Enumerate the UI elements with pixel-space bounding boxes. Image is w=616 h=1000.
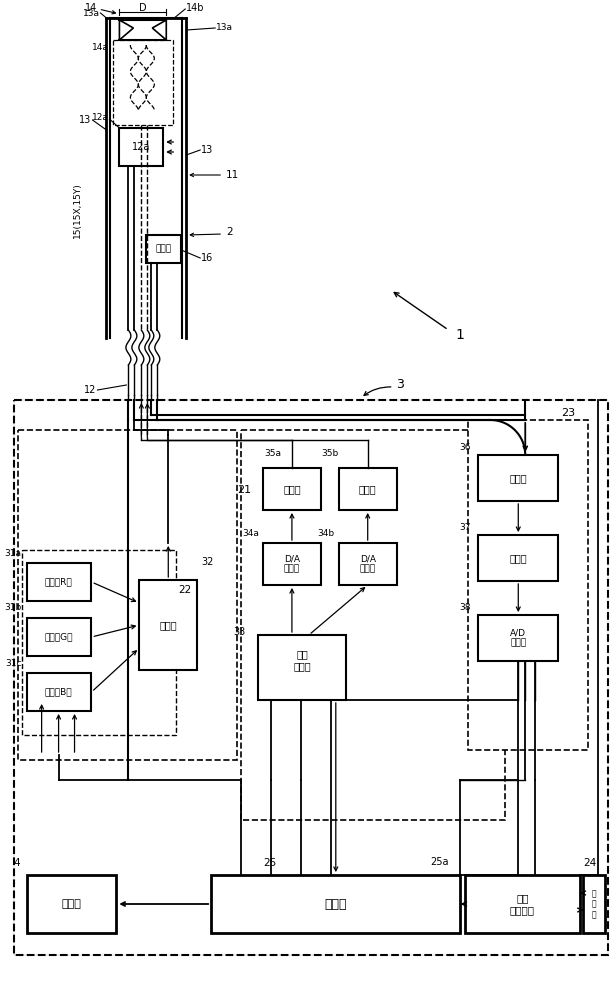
Text: 光源（B）: 光源（B） [45, 688, 73, 696]
Text: 36: 36 [459, 442, 471, 452]
Text: 电流
检测电路: 电流 检测电路 [510, 893, 535, 915]
Text: 35b: 35b [322, 448, 339, 458]
Text: 12a: 12a [92, 113, 108, 122]
Bar [120, 128, 163, 166]
Text: 3: 3 [395, 378, 403, 391]
Bar [14, 400, 608, 955]
Text: 31a: 31a [5, 548, 22, 558]
Text: 35a: 35a [264, 448, 281, 458]
Text: 合波器: 合波器 [160, 620, 177, 630]
Bar [147, 235, 181, 263]
Text: D: D [139, 3, 146, 13]
Bar [466, 875, 580, 933]
Text: 1: 1 [455, 328, 464, 342]
Text: 光源（R）: 光源（R） [45, 578, 73, 586]
Text: 34a: 34a [242, 528, 259, 538]
Bar [468, 420, 588, 750]
Text: 25a: 25a [430, 857, 448, 867]
Text: 24: 24 [583, 858, 596, 868]
Text: 14: 14 [85, 3, 97, 13]
Text: 32: 32 [201, 557, 214, 567]
Text: 光源（G）: 光源（G） [44, 633, 73, 642]
Text: 13a: 13a [83, 8, 99, 17]
Bar [139, 580, 197, 670]
Bar [18, 430, 237, 760]
Text: 存儲器: 存儲器 [155, 244, 171, 253]
Bar [479, 615, 558, 661]
Text: 14b: 14b [186, 3, 205, 13]
Bar [14, 400, 608, 955]
Text: A/D
转换部: A/D 转换部 [510, 628, 526, 648]
Text: 37: 37 [459, 522, 471, 532]
Bar [22, 550, 176, 735]
Bar [258, 635, 346, 700]
Bar [583, 875, 605, 933]
Text: 4: 4 [13, 858, 20, 868]
Text: 放大器: 放大器 [283, 484, 301, 494]
Bar [263, 543, 321, 585]
Text: 分波器: 分波器 [509, 473, 527, 483]
Text: 38: 38 [459, 602, 471, 611]
Polygon shape [152, 20, 166, 40]
Text: 2: 2 [226, 227, 233, 237]
Text: 检测部: 检测部 [509, 553, 527, 563]
Polygon shape [120, 20, 134, 40]
Text: 存
儲
器: 存 儲 器 [592, 889, 596, 919]
Text: 16: 16 [201, 253, 213, 263]
Text: 13: 13 [201, 145, 213, 155]
Text: 控制器: 控制器 [325, 898, 347, 910]
Text: 信号
产生器: 信号 产生器 [293, 649, 310, 671]
Bar [263, 468, 321, 510]
Text: D/A
转换器: D/A 转换器 [284, 554, 300, 574]
Bar [211, 875, 460, 933]
Text: D/A
转换器: D/A 转换器 [360, 554, 376, 574]
Text: 31c: 31c [5, 658, 22, 668]
Bar [26, 563, 92, 601]
Text: 31b: 31b [4, 603, 22, 612]
Text: 放大器: 放大器 [359, 484, 376, 494]
Bar [113, 40, 173, 125]
Text: 11: 11 [226, 170, 240, 180]
Text: 33: 33 [234, 627, 246, 637]
Text: 23: 23 [561, 408, 575, 418]
Text: 34b: 34b [318, 528, 335, 538]
Text: 13a: 13a [216, 23, 233, 32]
Text: 22: 22 [178, 585, 192, 595]
Text: 21: 21 [237, 485, 251, 495]
Bar [241, 430, 505, 820]
Text: 12a: 12a [132, 142, 150, 152]
Bar [479, 535, 558, 581]
Bar [26, 618, 92, 656]
Text: 15(15X,15Y): 15(15X,15Y) [73, 182, 82, 238]
Bar [26, 875, 116, 933]
Text: 12: 12 [84, 385, 97, 395]
Text: 监视器: 监视器 [62, 899, 81, 909]
Bar [26, 673, 92, 711]
Bar [339, 468, 397, 510]
Bar [339, 543, 397, 585]
Text: 13: 13 [79, 115, 92, 125]
Bar [479, 455, 558, 501]
Text: 14a: 14a [92, 43, 108, 52]
Text: 25: 25 [263, 858, 276, 868]
